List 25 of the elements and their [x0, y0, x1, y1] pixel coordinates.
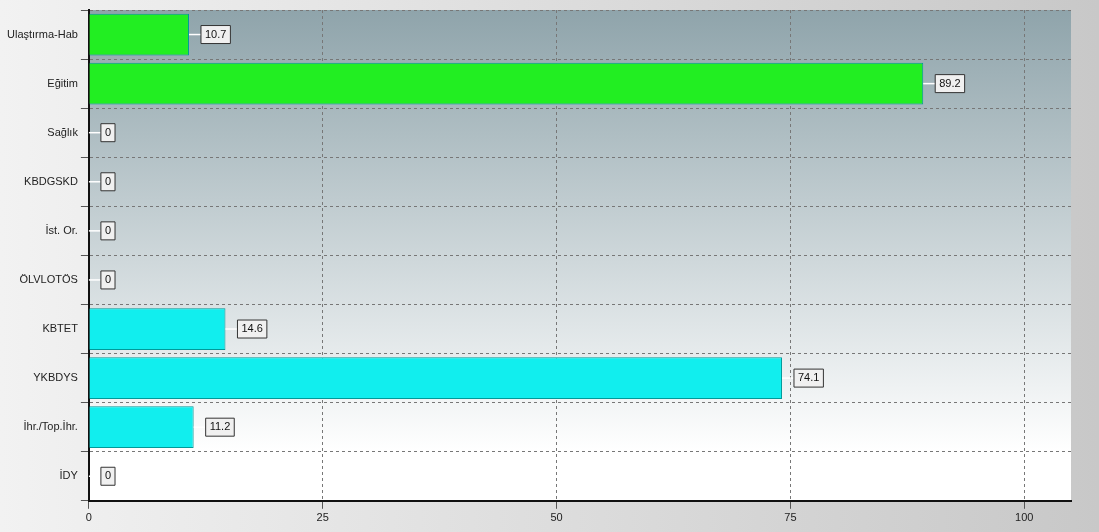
data-label: 14.6 [241, 322, 263, 335]
x-tick-label: 50 [550, 511, 563, 524]
data-label: 0 [104, 125, 112, 138]
y-tick-label: İhr./Top.İhr. [23, 420, 78, 433]
x-tick-label: 100 [1015, 511, 1034, 524]
data-label: 11.2 [209, 420, 231, 433]
x-tick-label: 0 [85, 511, 92, 524]
data-label: 74.1 [797, 371, 820, 384]
data-label: 0 [104, 223, 112, 236]
data-label: 0 [104, 469, 112, 482]
y-tick-label: Ulaştırma-Hab [7, 27, 78, 40]
data-label: 0 [104, 174, 112, 187]
data-label: 0 [104, 272, 112, 285]
x-tick-label: 75 [784, 511, 797, 524]
y-tick-label: KBTET [42, 322, 79, 335]
y-tick-label: YKBDYS [33, 371, 78, 384]
x-tick-label: 25 [316, 511, 329, 524]
y-tick-label: ÖLVLOTÖS [19, 272, 78, 285]
y-tick-label: İst. Or. [45, 223, 78, 236]
y-tick-label: Sağlık [47, 125, 79, 138]
y-tick-label: Eğitim [47, 76, 78, 89]
data-label: 10.7 [204, 27, 227, 40]
y-tick-label: KBDGSKD [24, 174, 78, 187]
y-tick-label: İDY [59, 469, 79, 482]
data-label: 89.2 [939, 76, 961, 89]
